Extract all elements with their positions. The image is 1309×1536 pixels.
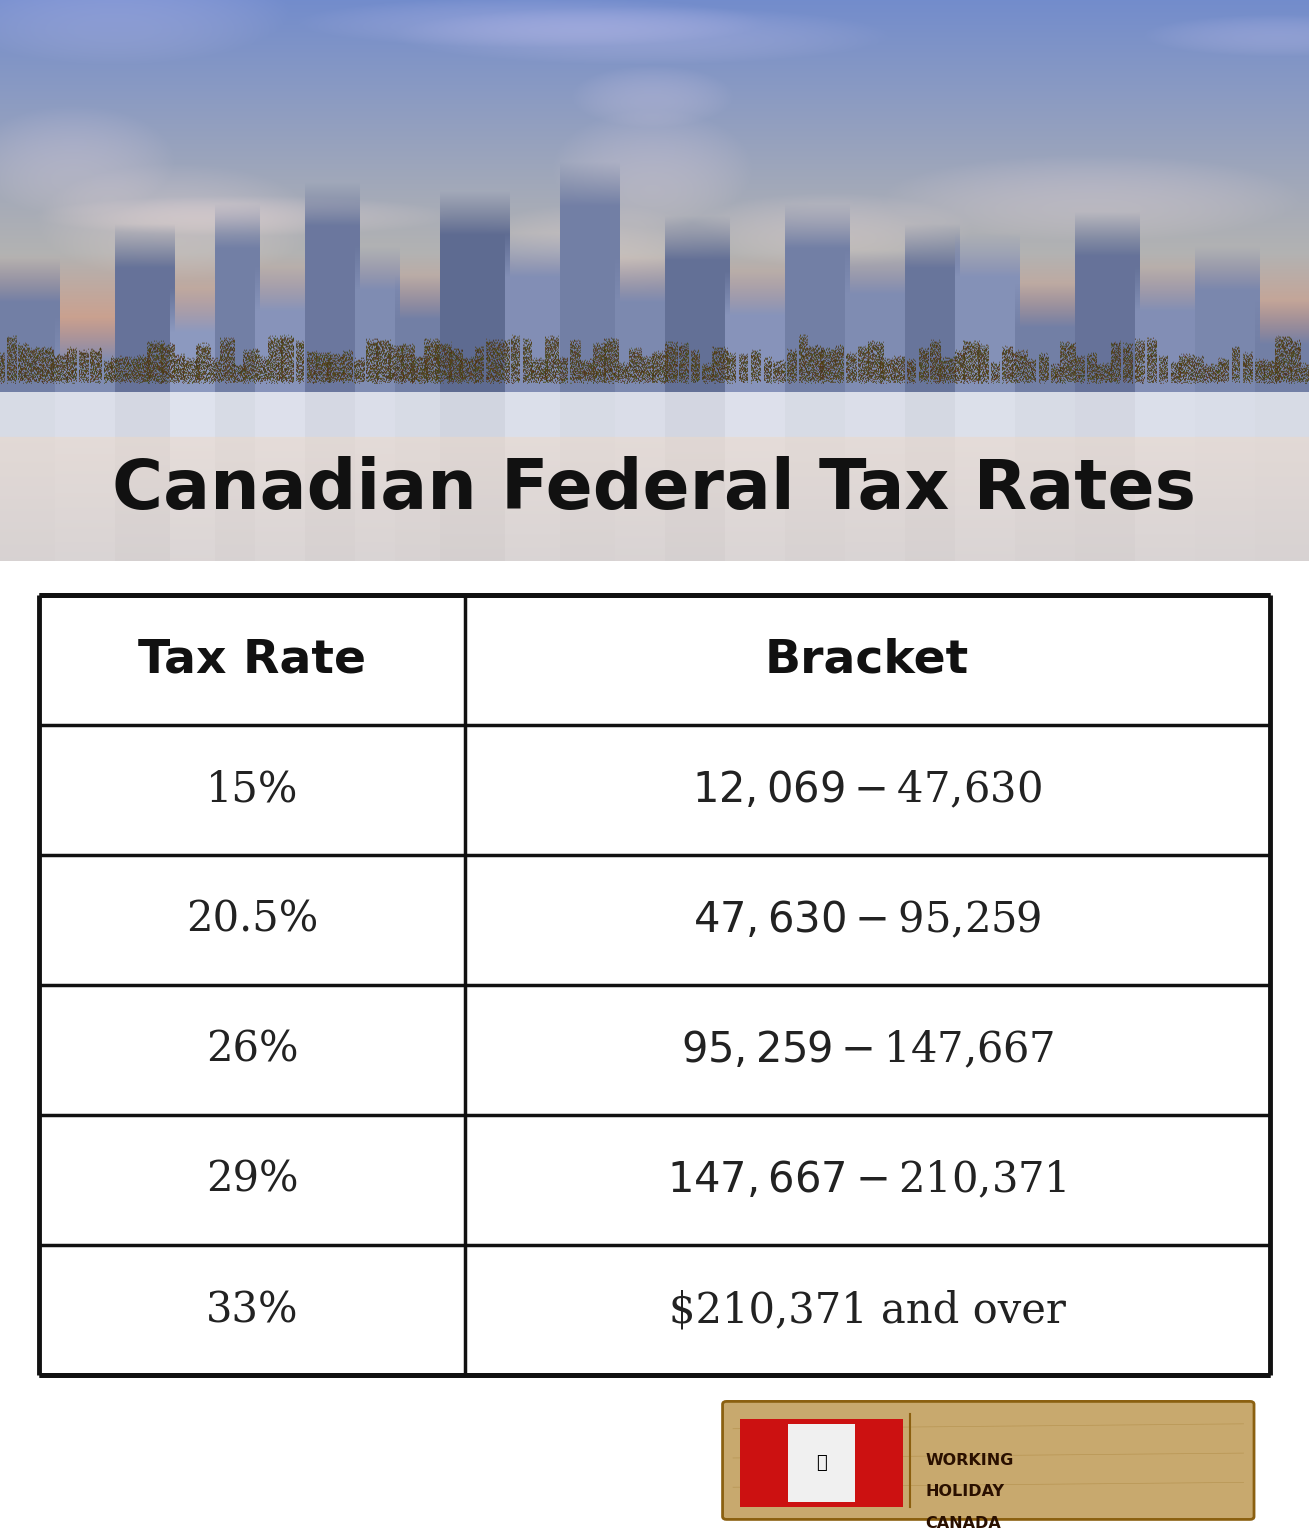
- Text: HOLIDAY: HOLIDAY: [925, 1484, 1004, 1499]
- Text: Tax Rate: Tax Rate: [137, 637, 367, 682]
- Text: CANADA: CANADA: [925, 1516, 1001, 1531]
- Text: $12,069 - $47,630: $12,069 - $47,630: [692, 770, 1042, 811]
- Text: Canadian Federal Tax Rates: Canadian Federal Tax Rates: [113, 456, 1196, 524]
- Bar: [740, 1419, 903, 1507]
- Text: 33%: 33%: [206, 1289, 298, 1332]
- Text: 26%: 26%: [206, 1029, 298, 1071]
- Text: 29%: 29%: [206, 1160, 298, 1201]
- Text: WORKING: WORKING: [925, 1453, 1014, 1468]
- Text: 15%: 15%: [206, 770, 298, 811]
- Text: 20.5%: 20.5%: [186, 899, 318, 942]
- Bar: [855, 1424, 897, 1502]
- Text: $47,630 - $95,259: $47,630 - $95,259: [694, 899, 1041, 942]
- Text: $95,259 - $147,667: $95,259 - $147,667: [681, 1029, 1054, 1071]
- FancyBboxPatch shape: [723, 1401, 1254, 1519]
- Text: 🍁: 🍁: [816, 1455, 827, 1471]
- Text: $147,667 - $210,371: $147,667 - $210,371: [668, 1160, 1067, 1201]
- Bar: [788, 1424, 855, 1502]
- Bar: [746, 1424, 788, 1502]
- Text: Bracket: Bracket: [764, 637, 970, 682]
- Text: $210,371 and over: $210,371 and over: [669, 1289, 1066, 1332]
